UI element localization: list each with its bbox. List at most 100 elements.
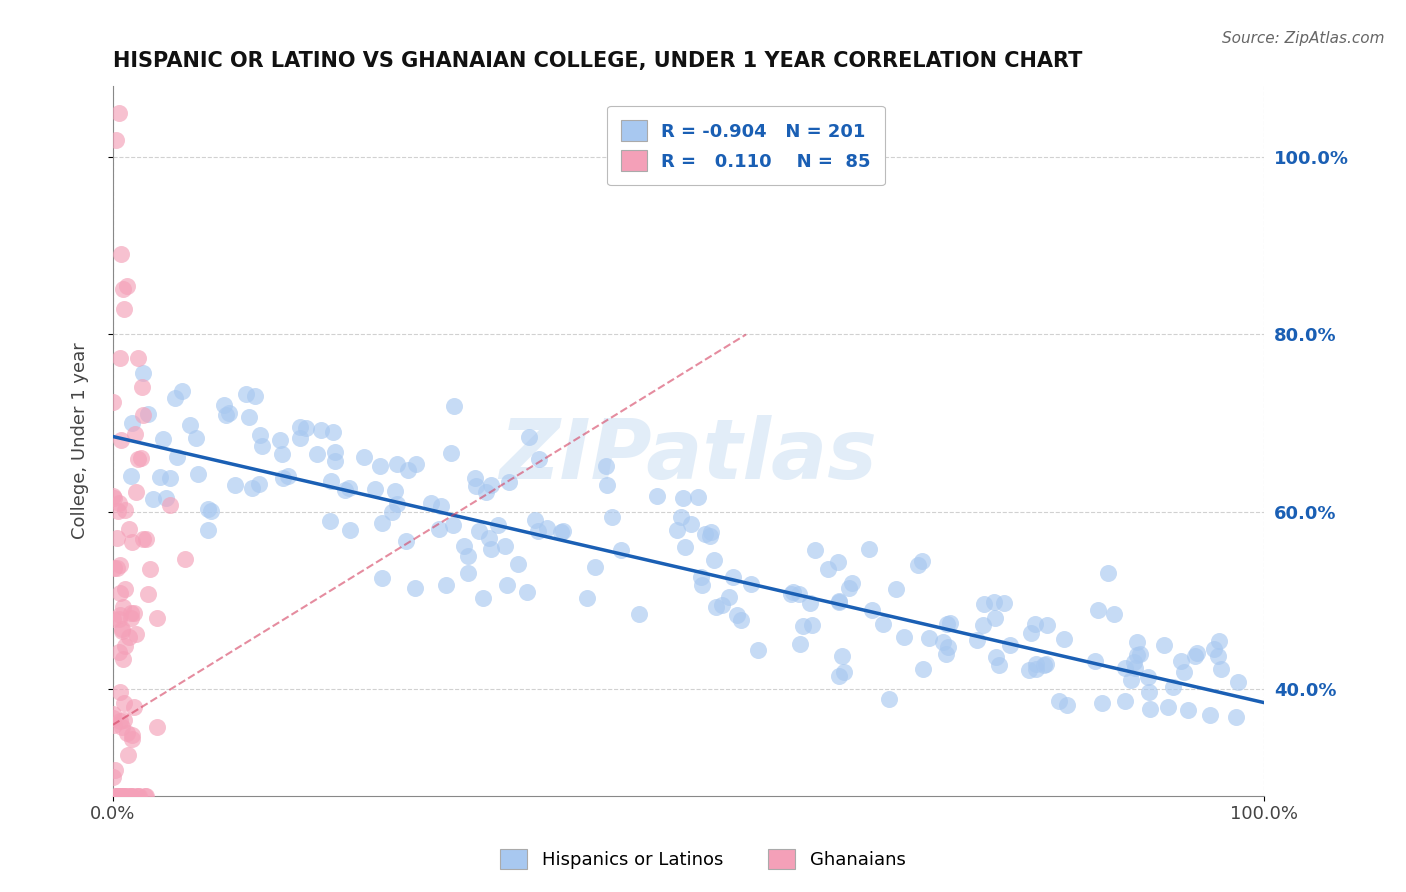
Point: [172, 384, 194, 398]
Point: [112, 652, 135, 666]
Point: [103, 706, 125, 721]
Point: [184, 431, 207, 445]
Point: [688, 490, 710, 504]
Point: [740, 577, 762, 591]
Point: [243, 389, 266, 403]
Point: [112, 302, 135, 317]
Point: [121, 417, 143, 431]
Point: [238, 409, 260, 424]
Point: [478, 531, 501, 545]
Point: [434, 578, 457, 592]
Point: [645, 489, 668, 503]
Point: [966, 633, 988, 648]
Point: [155, 491, 177, 505]
Point: [247, 476, 270, 491]
Point: [121, 535, 143, 549]
Point: [1153, 638, 1175, 652]
Point: [1137, 670, 1160, 684]
Point: [105, 789, 128, 803]
Point: [108, 645, 131, 659]
Point: [700, 525, 723, 540]
Point: [600, 509, 623, 524]
Point: [440, 446, 463, 460]
Point: [111, 600, 134, 615]
Point: [127, 452, 149, 467]
Point: [322, 425, 344, 440]
Point: [104, 789, 127, 803]
Point: [134, 789, 156, 803]
Point: [305, 447, 328, 461]
Point: [1226, 675, 1249, 690]
Point: [1018, 663, 1040, 677]
Point: [212, 398, 235, 412]
Point: [129, 451, 152, 466]
Point: [309, 424, 332, 438]
Point: [112, 282, 135, 296]
Point: [394, 534, 416, 549]
Point: [112, 697, 135, 711]
Point: [828, 669, 851, 683]
Point: [396, 463, 419, 477]
Point: [269, 434, 291, 448]
Point: [103, 489, 125, 503]
Point: [136, 407, 159, 421]
Point: [1091, 696, 1114, 710]
Point: [114, 503, 136, 517]
Point: [103, 394, 125, 409]
Point: [250, 439, 273, 453]
Point: [1025, 661, 1047, 675]
Point: [1170, 654, 1192, 668]
Point: [1125, 661, 1147, 675]
Point: [110, 789, 132, 803]
Point: [787, 587, 810, 601]
Point: [983, 611, 1005, 625]
Point: [710, 598, 733, 612]
Point: [103, 711, 125, 725]
Point: [464, 471, 486, 485]
Point: [159, 498, 181, 512]
Point: [187, 467, 209, 482]
Point: [441, 517, 464, 532]
Point: [936, 640, 959, 655]
Point: [1019, 625, 1042, 640]
Point: [111, 720, 134, 734]
Point: [526, 524, 548, 538]
Point: [627, 607, 650, 622]
Point: [595, 459, 617, 474]
Point: [419, 496, 441, 510]
Point: [404, 581, 426, 595]
Point: [792, 619, 814, 633]
Point: [118, 630, 141, 644]
Legend: Hispanics or Latinos, Ghanaians: Hispanics or Latinos, Ghanaians: [491, 839, 915, 879]
Point: [689, 570, 711, 584]
Point: [827, 593, 849, 607]
Point: [138, 562, 160, 576]
Point: [111, 789, 134, 803]
Point: [551, 524, 574, 539]
Point: [671, 510, 693, 524]
Point: [803, 543, 825, 558]
Point: [235, 386, 257, 401]
Point: [103, 491, 125, 505]
Point: [242, 481, 264, 495]
Point: [690, 578, 713, 592]
Point: [145, 611, 167, 625]
Text: ZIPatlas: ZIPatlas: [499, 415, 877, 496]
Point: [135, 532, 157, 546]
Point: [105, 561, 128, 575]
Point: [1199, 708, 1222, 723]
Point: [200, 504, 222, 518]
Point: [1033, 658, 1056, 673]
Point: [135, 789, 157, 803]
Point: [108, 558, 131, 573]
Point: [1173, 665, 1195, 679]
Point: [125, 484, 148, 499]
Point: [370, 516, 392, 531]
Point: [218, 406, 240, 420]
Point: [323, 444, 346, 458]
Point: [799, 596, 821, 610]
Point: [166, 450, 188, 464]
Point: [115, 279, 138, 293]
Point: [290, 431, 312, 445]
Point: [120, 789, 142, 803]
